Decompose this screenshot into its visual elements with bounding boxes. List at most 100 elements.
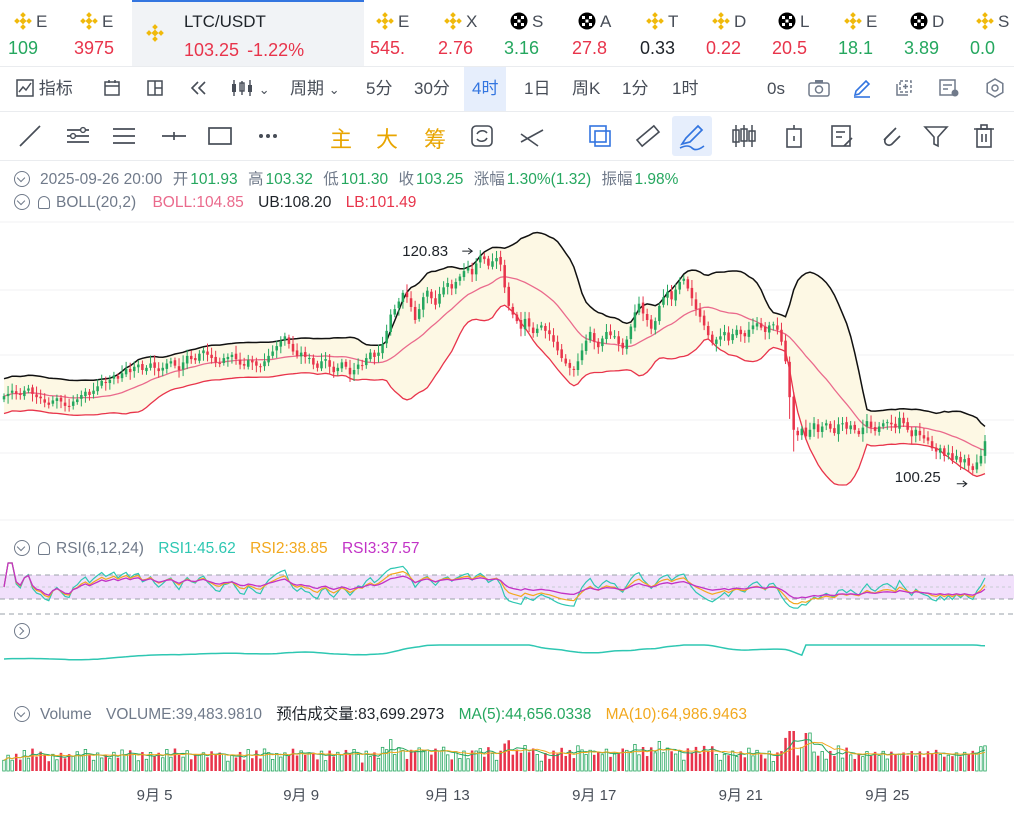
note-icon[interactable] [828, 122, 856, 150]
ticker-item[interactable]: E 3975 [66, 0, 132, 66]
volume-bar [531, 748, 535, 771]
ticker-item[interactable]: E 109 [0, 0, 66, 66]
ticker-item[interactable]: D 0.22 [698, 0, 764, 66]
ticker-item-active[interactable]: LTC/USDT 103.25 -1.22% [132, 0, 364, 66]
candle-body [373, 352, 376, 357]
add-chart-button[interactable] [894, 67, 914, 111]
expand-toggle-icon[interactable] [14, 623, 30, 639]
candle-body [617, 336, 620, 344]
interval-tab[interactable]: 1日 [524, 79, 551, 98]
brush-tool-selected[interactable] [672, 116, 712, 156]
candle-body [434, 298, 437, 305]
candle-body [609, 331, 612, 336]
volume-bar [120, 749, 124, 772]
trend-line-icon[interactable] [16, 122, 44, 150]
candle-body [401, 292, 405, 303]
collapse-toggle-icon[interactable] [14, 706, 30, 722]
collapse-toggle-icon[interactable] [14, 540, 30, 556]
main-chart-toggle[interactable]: 主 [330, 127, 353, 152]
candle-body [715, 339, 718, 344]
candle-body [299, 352, 303, 357]
volume-bar [780, 751, 783, 771]
ticker-symbol: X [466, 12, 478, 31]
horizontal-channel-icon[interactable] [64, 122, 92, 150]
candle-body [478, 255, 482, 263]
volume-bar [478, 748, 482, 772]
volume-bar [153, 756, 156, 771]
trash-icon[interactable] [970, 122, 998, 150]
candle-body [955, 455, 958, 460]
ticker-item[interactable]: D 3.89 [896, 0, 962, 66]
ticker-symbol: E [102, 12, 114, 31]
ticker-price: 0.22 [706, 38, 741, 59]
volume-bar [597, 751, 600, 771]
interval-tab[interactable]: 30分 [414, 79, 450, 98]
interval-tab[interactable]: 1时 [672, 79, 699, 98]
measure-icon[interactable] [518, 122, 546, 150]
candle-body [841, 423, 844, 425]
horizontal-line-icon[interactable] [160, 122, 188, 150]
ticker-item[interactable]: A 27.8 [564, 0, 630, 66]
interval-tab[interactable]: 5分 [366, 79, 393, 98]
replay-button[interactable] [189, 67, 209, 111]
volume-bar [6, 754, 10, 772]
alert-bell-icon[interactable] [38, 542, 50, 555]
position-icon[interactable] [780, 122, 808, 150]
candle-body [670, 291, 673, 300]
volume-bar [197, 754, 202, 772]
ticker-item[interactable]: S 0.0 [962, 0, 1014, 66]
candle-body [39, 396, 42, 399]
calendar-button[interactable] [103, 67, 121, 111]
ticker-item[interactable]: L 20.5 [764, 0, 830, 66]
magnet-icon[interactable] [876, 122, 904, 150]
ticker-item[interactable]: E 18.1 [830, 0, 896, 66]
volume-bar [177, 754, 181, 771]
big-order-toggle[interactable]: 大 [376, 127, 399, 152]
settings-button[interactable] [985, 67, 1005, 111]
volume-bar [295, 755, 299, 771]
volume-bar [35, 756, 38, 771]
period-dropdown[interactable]: 周期 ⌄ [290, 67, 340, 111]
candle-body [645, 314, 649, 320]
chart-type-button[interactable]: ⌄ [230, 67, 270, 111]
gear-icon [986, 78, 1004, 98]
x-tick-label: 9月 5 [137, 787, 173, 804]
candle-body [356, 364, 360, 369]
ticker-item[interactable]: T 0.33 [632, 0, 698, 66]
ticker-item[interactable]: X 2.76 [430, 0, 496, 66]
candle-body [234, 353, 238, 360]
draw-button[interactable] [852, 67, 872, 111]
interval-tab[interactable]: 4时 [464, 67, 507, 111]
change-value: 1.30%(1.32) [506, 171, 592, 188]
select-icon[interactable] [586, 122, 614, 150]
chip-distribution-toggle[interactable]: 筹 [424, 127, 447, 152]
volume-bar [954, 752, 959, 772]
kline-compare-icon[interactable] [730, 122, 758, 150]
interval-tab[interactable]: 1分 [622, 79, 649, 98]
screenshot-button[interactable] [808, 67, 830, 111]
template-button[interactable] [938, 67, 960, 111]
candle-body [800, 428, 804, 436]
collapse-toggle-icon[interactable] [14, 194, 30, 210]
alert-bell-icon[interactable] [38, 196, 50, 209]
candle-body [678, 281, 681, 290]
ruler-icon[interactable] [634, 122, 662, 150]
sync-icon[interactable] [468, 122, 496, 150]
volume-bar [384, 749, 389, 772]
candle-body [137, 364, 140, 368]
ticker-item[interactable]: E 545. [362, 0, 428, 66]
interval-tab[interactable]: 周K [572, 79, 601, 98]
collapse-toggle-icon[interactable] [14, 171, 30, 187]
ticker-item[interactable]: S 3.16 [496, 0, 562, 66]
parallel-lines-icon[interactable] [110, 122, 138, 150]
rectangle-icon[interactable] [206, 122, 234, 150]
indicators-button[interactable]: 指标 [16, 67, 73, 111]
candle-body [979, 455, 983, 464]
volume-ma10-value: MA(10):64,986.9463 [605, 706, 747, 723]
volume-bar [323, 760, 328, 772]
layout-button[interactable] [146, 67, 164, 111]
candle-body [959, 456, 962, 463]
more-icon[interactable] [254, 122, 282, 150]
filter-icon[interactable] [922, 122, 950, 150]
